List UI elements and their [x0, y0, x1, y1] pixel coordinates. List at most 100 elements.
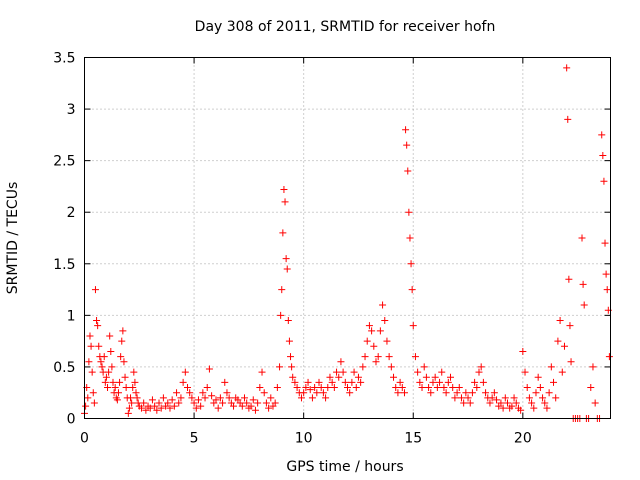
data-point	[453, 389, 461, 397]
data-point	[87, 342, 95, 350]
data-point	[265, 404, 273, 412]
data-point	[442, 389, 450, 397]
data-point	[473, 384, 481, 392]
data-point	[212, 396, 220, 404]
data-point	[216, 394, 224, 402]
data-point	[188, 394, 196, 402]
data-point	[120, 358, 128, 366]
data-point	[558, 368, 566, 376]
x-tick-label: 20	[514, 431, 532, 447]
data-point	[90, 399, 98, 407]
data-point	[311, 384, 319, 392]
data-point	[116, 378, 124, 386]
data-point	[517, 406, 525, 414]
data-point	[262, 399, 270, 407]
data-point	[256, 384, 264, 392]
data-point	[107, 347, 115, 355]
data-point	[374, 353, 382, 361]
y-tick-label: 0	[67, 412, 76, 428]
data-point	[396, 378, 404, 386]
data-point	[556, 317, 564, 325]
data-point	[88, 368, 96, 376]
data-point	[238, 402, 246, 410]
data-point	[117, 353, 125, 361]
data-point	[146, 404, 154, 412]
data-point	[197, 402, 205, 410]
data-point	[550, 378, 558, 386]
data-point	[420, 363, 428, 371]
data-point	[219, 399, 227, 407]
data-point	[436, 378, 444, 386]
data-point	[140, 399, 148, 407]
x-tick-label: 0	[80, 431, 89, 447]
data-point	[86, 332, 94, 340]
data-point	[587, 384, 595, 392]
data-point	[490, 389, 498, 397]
data-point	[124, 409, 132, 417]
data-point	[243, 399, 251, 407]
data-point	[173, 389, 181, 397]
data-points	[81, 64, 613, 422]
data-point	[282, 255, 290, 263]
axis-ticks: 0 0.5 1 1.5 2 2.5 3 3.5 0 5 10 15 20	[53, 51, 611, 447]
data-point	[82, 402, 90, 410]
data-point	[95, 342, 103, 350]
data-point	[276, 363, 284, 371]
data-point	[230, 402, 238, 410]
data-point	[431, 373, 439, 381]
x-axis-label: GPS time / hours	[286, 459, 403, 475]
data-point	[602, 270, 610, 278]
data-point	[429, 378, 437, 386]
data-point	[348, 378, 356, 386]
data-point	[501, 394, 509, 402]
data-point	[370, 342, 378, 350]
data-point	[159, 394, 167, 402]
data-point	[128, 399, 136, 407]
data-point	[300, 389, 308, 397]
data-point	[279, 229, 287, 237]
data-point	[433, 384, 441, 392]
x-tick-label: 15	[404, 431, 422, 447]
data-point	[493, 396, 501, 404]
data-point	[223, 389, 231, 397]
data-point	[297, 394, 305, 402]
data-point	[225, 394, 233, 402]
data-point	[383, 337, 391, 345]
data-point	[260, 389, 268, 397]
data-point	[177, 394, 185, 402]
data-point	[184, 384, 192, 392]
data-point	[510, 394, 518, 402]
data-point	[111, 384, 119, 392]
data-point	[447, 373, 455, 381]
data-point	[359, 363, 367, 371]
data-point	[475, 368, 483, 376]
data-point	[365, 322, 373, 330]
data-point	[280, 186, 288, 194]
data-point	[425, 384, 433, 392]
data-point	[390, 373, 398, 381]
data-point	[258, 368, 266, 376]
data-point	[519, 347, 527, 355]
data-point	[181, 368, 189, 376]
data-point	[543, 404, 551, 412]
data-point	[288, 363, 296, 371]
data-point	[84, 394, 92, 402]
data-point	[599, 151, 607, 159]
data-point	[125, 404, 133, 412]
data-point	[528, 399, 536, 407]
data-point	[339, 368, 347, 376]
data-point	[240, 394, 248, 402]
data-point	[293, 384, 301, 392]
data-point	[418, 384, 426, 392]
data-point	[385, 353, 393, 361]
data-point	[394, 389, 402, 397]
data-point	[580, 301, 588, 309]
data-point	[488, 394, 496, 402]
data-point	[523, 384, 531, 392]
data-point	[168, 396, 176, 404]
data-point	[564, 115, 572, 123]
data-point	[322, 394, 330, 402]
data-point	[273, 384, 281, 392]
data-point	[186, 389, 194, 397]
data-point	[416, 378, 424, 386]
